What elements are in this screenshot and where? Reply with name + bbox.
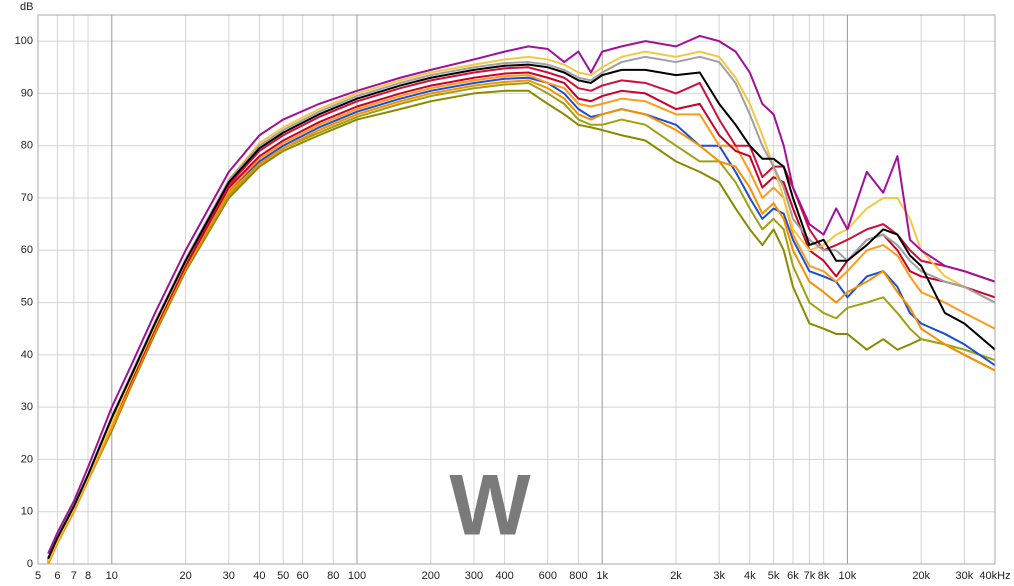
x-tick-label: 5: [35, 570, 41, 582]
series-line: [47, 66, 996, 561]
x-tick-label: 10k: [839, 570, 857, 582]
x-tick-label: 6: [54, 570, 60, 582]
x-tick-label: 7: [71, 570, 77, 582]
x-tick-label: 6k: [787, 570, 799, 582]
y-tick-label: 10: [21, 506, 33, 518]
x-tick-label: 4k: [744, 570, 756, 582]
plot-frame: [37, 14, 996, 565]
series-line: [47, 34, 996, 554]
x-tick-label: 3k: [713, 570, 725, 582]
x-tick-label: 40: [253, 570, 265, 582]
series-line: [47, 63, 996, 560]
x-tick-label: 5k: [768, 570, 780, 582]
y-tick-label: 40: [21, 349, 33, 361]
x-tick-label: 600: [539, 570, 557, 582]
x-tick-label: 8k: [818, 570, 830, 582]
x-tick-label: 2k: [670, 570, 682, 582]
y-axis-label: dB: [20, 1, 33, 13]
y-tick-label: 50: [21, 296, 33, 308]
x-tick-label: 20k: [912, 570, 930, 582]
x-tick-label: 8: [85, 570, 91, 582]
grid: [37, 15, 996, 565]
x-tick-label: 60: [296, 570, 308, 582]
y-tick-label: 90: [21, 87, 33, 99]
y-tick-label: 70: [21, 192, 33, 204]
y-tick-label: 20: [21, 453, 33, 465]
y-tick-label: 0: [27, 558, 33, 570]
x-tick-label: 10: [106, 570, 118, 582]
lines: [47, 34, 996, 565]
x-tick-label: 7k: [804, 570, 816, 582]
watermark: W: [449, 458, 531, 554]
x-tick-label: 400: [495, 570, 513, 582]
x-tick-label: 1k: [596, 570, 608, 582]
x-tick-label: 800: [569, 570, 587, 582]
x-tick-label: 80: [327, 570, 339, 582]
y-tick-label: 100: [15, 35, 33, 47]
x-tick-label: 300: [465, 570, 483, 582]
y-tick-label: 80: [21, 140, 33, 152]
y-tick-label: 30: [21, 401, 33, 413]
x-tick-label: 100: [348, 570, 366, 582]
x-tick-label: 30: [223, 570, 235, 582]
x-tick-label: 30k: [955, 570, 973, 582]
y-tick-label: 60: [21, 244, 33, 256]
x-tick-label: 20: [179, 570, 191, 582]
x-tick-label: 50: [277, 570, 289, 582]
x-tick-label: 40kHz: [979, 570, 1010, 582]
series-line: [47, 79, 996, 565]
series-line: [47, 89, 996, 565]
x-tick-label: 200: [422, 570, 440, 582]
